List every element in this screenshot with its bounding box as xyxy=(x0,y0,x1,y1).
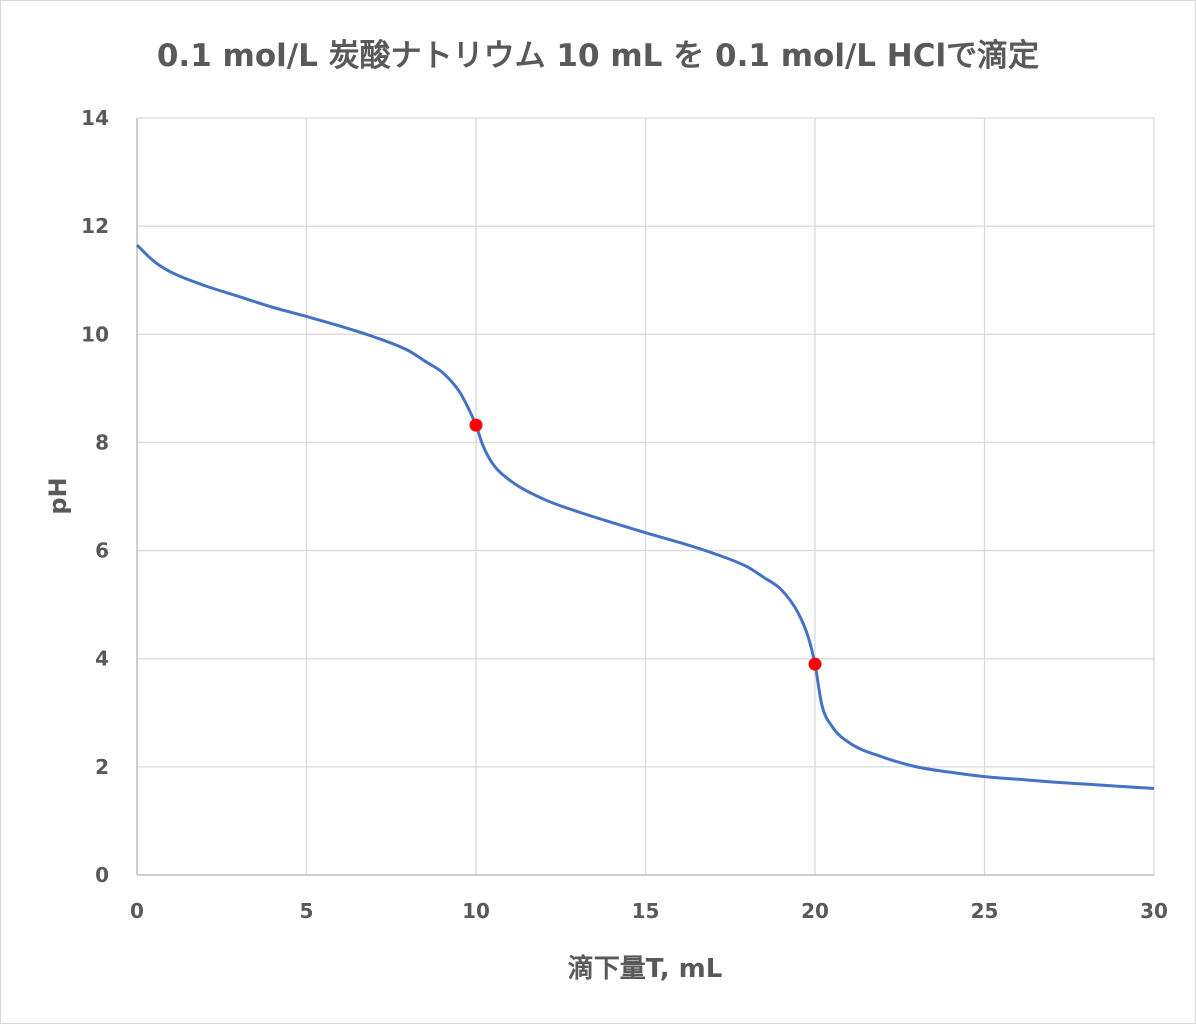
marker-group xyxy=(469,418,822,671)
axes xyxy=(136,118,1154,876)
x-tick-label-25: 25 xyxy=(971,899,999,923)
equivalence-point-marker-1 xyxy=(469,418,483,432)
x-tick-label-10: 10 xyxy=(462,899,490,923)
x-tick-label-5: 5 xyxy=(300,899,314,923)
y-tick-label-2: 2 xyxy=(95,755,109,779)
y-tick-label-14: 14 xyxy=(81,106,109,130)
y-tick-label-4: 4 xyxy=(95,647,109,671)
x-tick-label-30: 30 xyxy=(1140,899,1168,923)
x-tick-label-20: 20 xyxy=(801,899,829,923)
series-group xyxy=(135,243,1155,790)
y-tick-label-0: 0 xyxy=(95,863,109,887)
y-tick-label-8: 8 xyxy=(95,430,109,454)
titration-curve-line xyxy=(135,243,1155,790)
y-tick-label-10: 10 xyxy=(81,322,109,346)
tick-labels: 0 2 4 6 8 10 12 14 0 5 10 15 20 25 30 xyxy=(81,106,1168,923)
x-tick-label-0: 0 xyxy=(130,899,144,923)
x-axis-label: 滴下量T, mL xyxy=(567,954,723,984)
y-tick-label-6: 6 xyxy=(95,539,109,563)
x-tick-label-15: 15 xyxy=(632,899,660,923)
gridlines xyxy=(137,117,1155,875)
y-tick-label-12: 12 xyxy=(81,214,109,238)
chart-title: 0.1 mol/L 炭酸ナトリウム 10 mL を 0.1 mol/L HClで… xyxy=(156,38,1040,74)
equivalence-point-marker-2 xyxy=(808,657,822,671)
